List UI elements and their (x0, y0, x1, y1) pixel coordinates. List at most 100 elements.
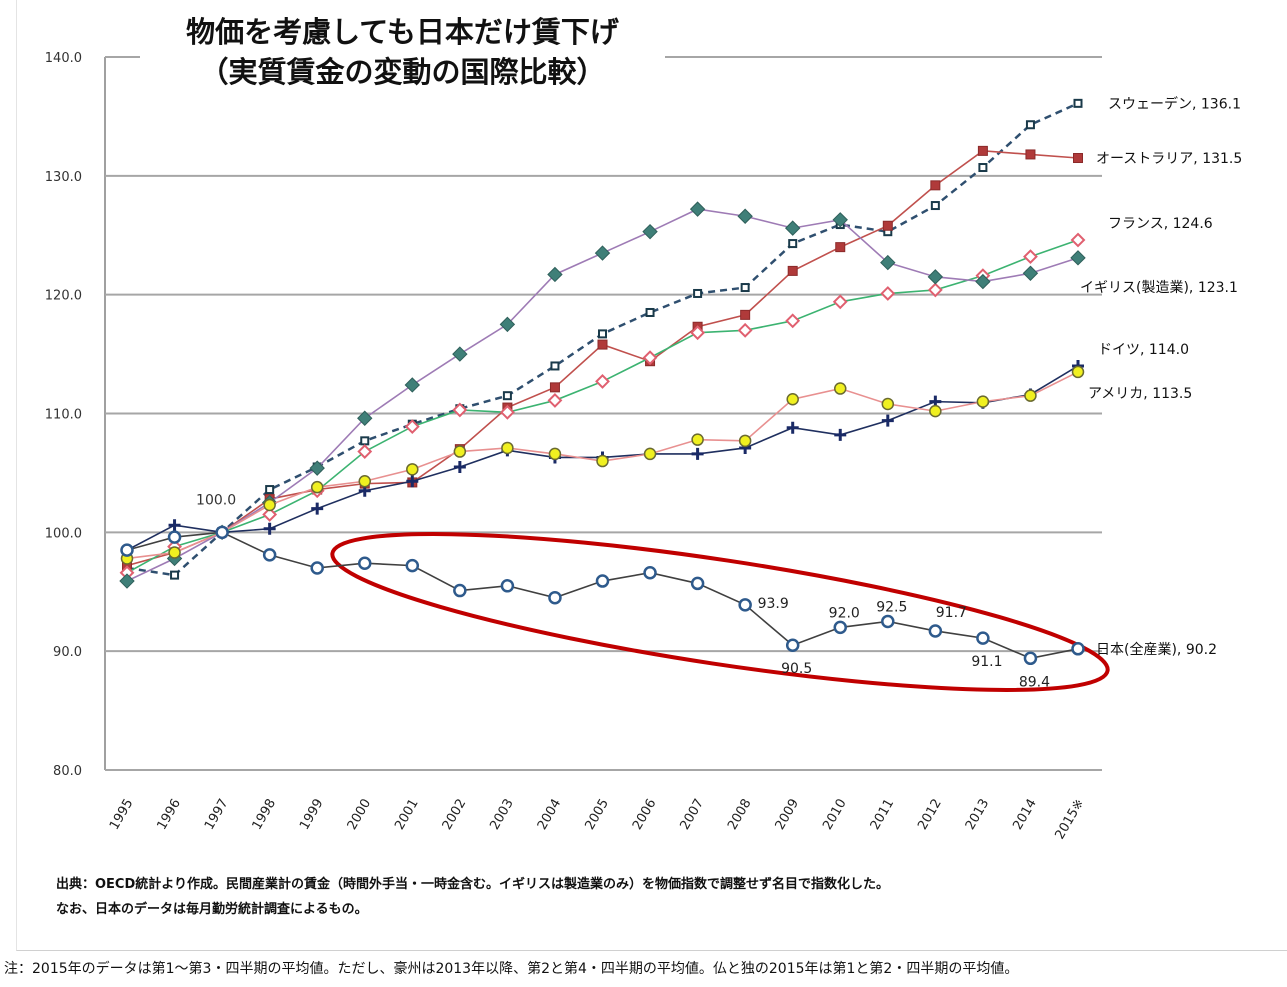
x-tick-label: 2008 (725, 797, 755, 833)
y-tick-label: 90.0 (53, 645, 82, 660)
data-point (1022, 265, 1039, 281)
data-point (453, 583, 467, 598)
data-point (977, 145, 988, 156)
data-point (595, 574, 610, 588)
x-tick-label: 2003 (487, 797, 517, 833)
data-point (788, 239, 798, 249)
series-5 (120, 365, 1085, 565)
source-line-1: 出典：OECD統計より作成。民間産業計の賃金（時間外手当・一時金含む。イギリスは… (56, 877, 890, 892)
x-tick-label: 1999 (297, 797, 327, 833)
data-point (834, 382, 847, 395)
data-point (358, 474, 371, 488)
x-tick-label: 1997 (202, 797, 232, 833)
data-label: 93.9 (758, 596, 789, 612)
x-tick-label: 2012 (915, 797, 945, 833)
data-point (499, 404, 515, 420)
data-point (263, 498, 276, 512)
data-point (309, 460, 325, 476)
data-point (880, 254, 896, 271)
data-point (406, 463, 419, 476)
data-label: 90.5 (781, 661, 812, 677)
data-point (453, 445, 467, 458)
data-point (311, 502, 324, 515)
data-point (550, 361, 560, 371)
x-tick-label: 2011 (868, 797, 898, 833)
series-end-label: フランス, 124.6 (1108, 216, 1213, 232)
series-end-label: ドイツ, 114.0 (1098, 342, 1189, 358)
data-point (453, 460, 466, 473)
data-point (360, 436, 370, 446)
data-point (357, 444, 373, 459)
data-point (833, 620, 847, 635)
data-point (978, 163, 988, 173)
data-point (929, 404, 942, 418)
data-point (168, 546, 181, 559)
data-point (740, 283, 750, 293)
x-tick-label: 2000 (345, 797, 375, 833)
data-point (645, 307, 655, 317)
data-point (404, 377, 421, 393)
data-point (693, 288, 703, 298)
data-point (737, 208, 753, 224)
series-end-label: アメリカ, 113.5 (1088, 386, 1192, 402)
data-point (406, 475, 419, 488)
data-point (835, 242, 846, 253)
data-point (262, 507, 278, 522)
data-point (170, 570, 180, 580)
x-tick-label: 2002 (440, 797, 470, 833)
data-point (167, 530, 182, 544)
data-point (1070, 250, 1086, 266)
y-tick-label: 80.0 (53, 764, 82, 779)
series-6 (120, 525, 1085, 666)
source-line-2: なお、日本のデータは毎月勤労統計調査によるもの。 (56, 902, 368, 917)
data-point (452, 346, 468, 362)
x-tick-label: 2001 (392, 797, 422, 833)
data-point (881, 397, 895, 411)
data-point (642, 223, 658, 240)
x-tick-label: 2015※ (1052, 797, 1087, 843)
data-point (785, 638, 800, 652)
x-tick-label: 1996 (154, 797, 184, 833)
x-tick-label: 2014 (1010, 797, 1040, 833)
chart-frame (16, 0, 1287, 951)
series-end-label: オーストラリア, 131.5 (1096, 151, 1242, 167)
x-tick-label: 1998 (250, 797, 280, 833)
data-point (405, 558, 420, 573)
data-point (168, 519, 181, 532)
data-point (310, 561, 324, 575)
data-point (832, 294, 848, 310)
data-point (880, 286, 896, 301)
data-point (642, 350, 658, 366)
data-point (1073, 153, 1083, 164)
data-point (740, 309, 751, 320)
data-point (832, 212, 848, 228)
data-point (502, 391, 512, 401)
data-point (596, 454, 609, 468)
source-text: 出典：OECD統計より作成。民間産業計の賃金（時間外手当・一時金含む。イギリスは… (56, 872, 889, 922)
y-tick-label: 100.0 (45, 526, 82, 541)
data-point (357, 410, 373, 426)
data-point (1070, 232, 1086, 248)
series-end-label: スウェーデン, 136.1 (1108, 95, 1241, 112)
y-axis-ticks: 80.0 90.0 100.0 110.0 120.0 130.0 140.0 (45, 51, 82, 779)
data-label: 92.5 (876, 599, 907, 615)
data-point (738, 434, 752, 448)
x-axis-ticks: 1995 1996 1997 1998 1999 2000 2001 2002 2003 2004… (107, 797, 1088, 843)
data-point (784, 220, 801, 236)
x-tick-label: 2010 (820, 797, 850, 833)
data-point (404, 419, 420, 434)
y-tick-label: 130.0 (45, 170, 82, 185)
data-point (643, 565, 657, 580)
data-point (834, 428, 847, 441)
data-point (499, 316, 516, 333)
x-tick-label: 2004 (535, 797, 565, 833)
data-point (1023, 651, 1038, 666)
data-point (1071, 365, 1085, 379)
x-tick-label: 2009 (773, 797, 803, 833)
chart-subtitle: （実質賃金の変動の国際比較） (199, 55, 606, 89)
data-label: 92.0 (829, 605, 860, 621)
data-point (786, 392, 799, 406)
data-point (881, 414, 894, 427)
data-point (262, 548, 277, 562)
data-point (263, 522, 276, 535)
